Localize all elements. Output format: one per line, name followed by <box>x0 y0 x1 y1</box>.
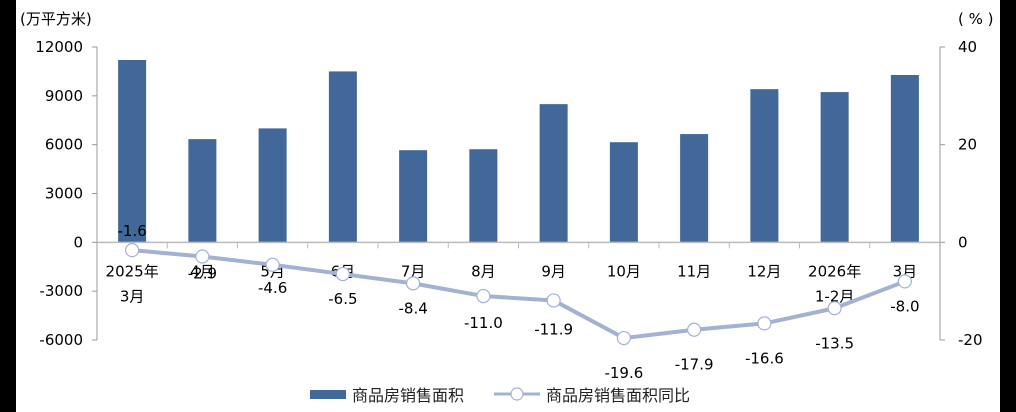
line-marker <box>406 276 421 291</box>
data-label: -8.4 <box>398 299 427 317</box>
bar <box>750 89 779 243</box>
line-marker <box>687 322 702 337</box>
bar <box>118 60 147 243</box>
line-marker <box>897 274 912 289</box>
line-marker <box>616 330 631 346</box>
bar <box>469 149 498 243</box>
line-marker <box>827 301 842 316</box>
yoy-line <box>131 248 906 341</box>
line-marker <box>757 316 772 331</box>
bar <box>399 150 428 243</box>
category-label: 12月 <box>747 262 781 280</box>
category-label: 4月 <box>190 262 215 280</box>
category-label: 3月 <box>893 262 918 280</box>
category-label: 2025年 <box>106 262 159 280</box>
bar <box>328 71 357 243</box>
data-label: -1.6 <box>117 222 146 240</box>
data-label: -8.0 <box>890 297 919 315</box>
left-border <box>0 0 16 412</box>
data-label: -6.5 <box>328 290 357 308</box>
left-tick-label: 3000 <box>45 185 83 203</box>
bar <box>609 142 638 243</box>
bar <box>890 74 919 243</box>
right-tick-label: 40 <box>958 38 977 56</box>
category-label: 8月 <box>471 262 496 280</box>
line-marker <box>476 288 491 304</box>
category-label: 11月 <box>677 262 711 280</box>
bar <box>188 139 217 243</box>
left-tick-label: -6000 <box>39 331 83 349</box>
legend-item-line: 商品房销售面积同比 <box>494 382 690 406</box>
line-marker <box>125 243 140 258</box>
left-tick-label: -3000 <box>39 282 83 300</box>
legend-line-label: 商品房销售面积同比 <box>546 386 691 405</box>
line-marker <box>335 266 350 282</box>
category-label: 9月 <box>541 262 566 280</box>
right-axis-unit: ( % ) <box>958 10 994 28</box>
data-label: -4.6 <box>258 279 287 297</box>
legend: 商品房销售面积 商品房销售面积同比 <box>310 382 690 406</box>
category-label: 2026年 <box>808 262 861 280</box>
line-marker <box>195 249 210 264</box>
legend-bar-label: 商品房销售面积 <box>352 386 465 405</box>
data-label: -19.6 <box>604 364 643 382</box>
data-label: -17.9 <box>675 356 714 374</box>
category-label: 3月 <box>120 287 145 305</box>
right-tick-label: 20 <box>958 136 977 154</box>
bar-swatch-icon <box>310 389 346 399</box>
category-label: 1-2月 <box>815 287 855 305</box>
right-tick-label: 0 <box>958 233 968 251</box>
left-axis-unit: (万平方米) <box>20 10 92 28</box>
bar <box>539 104 568 243</box>
data-label: -11.0 <box>464 314 503 332</box>
legend-item-bar: 商品房销售面积 <box>310 382 464 406</box>
data-label: -2.9 <box>188 264 217 282</box>
left-tick-label: 6000 <box>45 136 83 154</box>
right-tick-label: -20 <box>958 331 983 349</box>
line-marker <box>546 293 561 308</box>
bar <box>258 128 287 243</box>
right-border <box>1000 0 1016 412</box>
line-marker-swatch-icon <box>494 387 541 401</box>
data-label: -13.5 <box>815 334 854 352</box>
left-tick-label: 0 <box>73 233 83 251</box>
category-label: 10月 <box>607 262 641 280</box>
left-tick-label: 12000 <box>35 38 83 56</box>
data-label: -16.6 <box>745 349 784 367</box>
bar <box>820 92 849 243</box>
bar <box>680 134 709 243</box>
data-label: -11.9 <box>534 320 573 338</box>
left-tick-label: 9000 <box>45 87 83 105</box>
category-label: 7月 <box>401 262 426 280</box>
line-marker <box>265 257 280 272</box>
